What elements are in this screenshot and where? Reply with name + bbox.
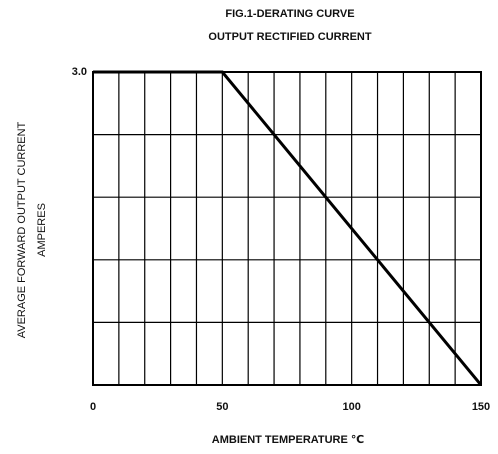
chart-title: FIG.1-DERATING CURVE — [225, 8, 354, 20]
plot-border — [92, 71, 482, 386]
y-axis-label: AMPERES — [36, 203, 48, 257]
chart-title: OUTPUT RECTIFIED CURRENT — [208, 31, 371, 43]
y-tick-label: 3.0 — [72, 66, 87, 78]
x-tick-label: 0 — [90, 401, 96, 413]
x-tick-label: 150 — [472, 401, 490, 413]
x-tick-label: 50 — [216, 401, 228, 413]
x-tick-label: 100 — [342, 401, 360, 413]
y-axis-label: AVERAGE FORWARD OUTPUT CURRENT — [16, 121, 28, 338]
derating-line — [93, 70, 483, 386]
x-axis-label: AMBIENT TEMPERATURE ℃ — [212, 434, 364, 446]
